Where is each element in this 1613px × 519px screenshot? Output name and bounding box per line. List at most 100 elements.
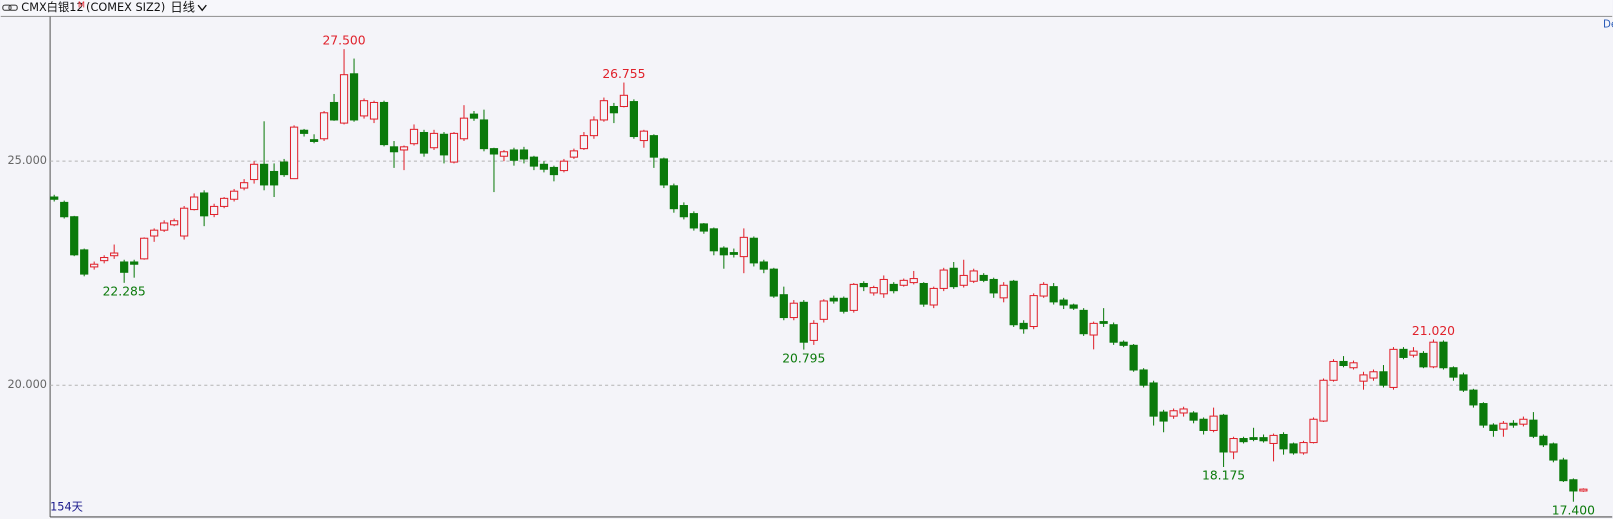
candle-body (1379, 371, 1388, 386)
candle-body (180, 207, 189, 237)
candle-body (1169, 410, 1178, 417)
candle-body (709, 228, 718, 252)
candle-body (1479, 403, 1488, 426)
candle-body (939, 269, 948, 289)
candle-body (1569, 479, 1578, 492)
candle-body (839, 297, 848, 312)
extreme-label: 17.400 (1552, 503, 1595, 517)
period-dropdown-arrow[interactable] (197, 4, 207, 12)
candle-body (229, 190, 239, 200)
candle-body (1089, 322, 1098, 336)
candle-body (369, 101, 379, 120)
candle-body (909, 278, 918, 284)
candle-body (1129, 344, 1138, 371)
candle-body (70, 216, 79, 256)
candle-body (639, 130, 648, 142)
candle-body (1049, 286, 1058, 303)
candle-body (239, 182, 249, 189)
candle-body (1579, 488, 1588, 492)
candle-body (1059, 299, 1068, 306)
candle-body (1119, 341, 1128, 346)
candle-body (629, 101, 639, 138)
candle-body (259, 163, 269, 186)
extreme-label: 21.020 (1412, 324, 1455, 338)
candle-body (569, 150, 579, 158)
candle-body (669, 185, 678, 210)
candle-body (1519, 418, 1528, 425)
candle-body (539, 163, 549, 170)
candle-body (749, 237, 758, 264)
candle-body (249, 163, 259, 181)
candle-body (1029, 295, 1038, 328)
candle-body (719, 247, 728, 256)
candle-body (1389, 348, 1398, 388)
candle-body (1199, 418, 1208, 431)
candle-body (1359, 374, 1368, 382)
candle-body (1339, 360, 1348, 367)
candle-body (729, 252, 738, 255)
candle-body (1269, 434, 1278, 444)
candle-body (60, 201, 69, 218)
candle-body (1179, 408, 1188, 414)
candle-body (969, 270, 978, 282)
candle-body (1499, 422, 1508, 430)
candle-body (50, 196, 59, 200)
candle-body (1019, 322, 1028, 330)
candle-body (359, 100, 369, 117)
candle-body (279, 161, 289, 176)
candle-body (1509, 422, 1518, 426)
candle-body (1539, 435, 1548, 446)
candle-body (140, 237, 149, 260)
candle-body (899, 279, 908, 286)
candle-body (779, 294, 788, 319)
candle-body (829, 297, 838, 302)
candle-body (1239, 438, 1248, 443)
candle-body (1009, 280, 1018, 326)
candle-body (399, 146, 409, 151)
candle-body (479, 119, 489, 150)
candle-body (1219, 414, 1228, 453)
candle-body (90, 263, 99, 268)
candle-body (419, 131, 429, 154)
candle-body (559, 160, 569, 172)
candle-body (549, 166, 559, 176)
link-icon[interactable] (2, 4, 18, 11)
period-selector[interactable]: 日线 (170, 1, 195, 15)
candle-body (959, 274, 968, 286)
candle-body (619, 94, 629, 108)
candle-body (949, 267, 958, 288)
candle-body (589, 119, 599, 137)
candle-body (1109, 324, 1118, 343)
candle-body (1279, 433, 1288, 450)
candle-body (789, 302, 798, 319)
candle-body (299, 129, 309, 134)
symbol-code: (COMEX SIZ2) (86, 1, 165, 14)
candle-body (819, 300, 828, 320)
candle-body (659, 158, 668, 186)
candle-body (160, 222, 169, 231)
candle-body (289, 126, 299, 180)
toolbar (0, 0, 1613, 17)
candle-body (170, 220, 179, 226)
candle-body (799, 301, 808, 343)
candle-body (1229, 438, 1238, 453)
candle-body (120, 261, 129, 273)
candle-body (739, 236, 748, 258)
candle-body (1149, 382, 1158, 417)
candle-body (859, 282, 868, 288)
candle-body (389, 146, 399, 153)
candle-body (1399, 348, 1408, 358)
candle-body (579, 135, 589, 150)
candle-body (519, 149, 529, 160)
candle-body (759, 261, 768, 270)
candle-body (879, 278, 888, 295)
candle-body (1469, 389, 1478, 406)
candle-body (1069, 304, 1078, 309)
candle-body (769, 268, 778, 297)
symbol[interactable]: CMX白银12 (21, 0, 83, 14)
candle-body (599, 100, 609, 121)
extreme-label: 22.285 (103, 285, 146, 299)
extreme-label: 26.755 (602, 67, 645, 81)
